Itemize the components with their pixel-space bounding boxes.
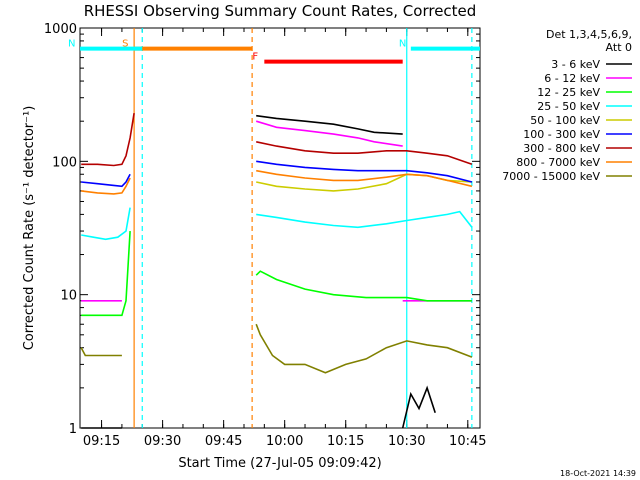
- y-tick-label: 10: [60, 289, 77, 304]
- series-line: [81, 207, 131, 241]
- y-tick-label: 1: [69, 422, 77, 437]
- legend-label: 100 - 300 keV: [523, 128, 600, 141]
- y-tick-label: 100: [52, 155, 77, 170]
- legend-label: 7000 - 15000 keV: [502, 170, 600, 183]
- legend-label: 6 - 12 keV: [544, 72, 600, 85]
- x-tick-label: 10:30: [388, 434, 425, 449]
- series-line: [256, 169, 473, 188]
- plot-area: 1 10 100 1000 09:15 09:30 09:45 10:00 10:15 10:30…: [44, 22, 487, 449]
- series-line: [256, 141, 473, 166]
- series-line: [255, 323, 473, 374]
- legend-label: 800 - 7000 keV: [516, 156, 600, 169]
- series-line: [255, 270, 472, 302]
- x-tick-label: 10:00: [266, 434, 303, 449]
- series-line: [255, 120, 403, 147]
- x-tick-label: 09:15: [83, 434, 120, 449]
- y-axis-label: Corrected Count Rate (s⁻¹ detector⁻¹): [22, 106, 37, 351]
- x-tick-label: 09:45: [205, 434, 242, 449]
- legend-label: 12 - 25 keV: [537, 86, 600, 99]
- series-line: [80, 347, 122, 357]
- x-tick-label: 10:45: [449, 434, 486, 449]
- annotation-label: S: [122, 39, 128, 50]
- legend-label: 50 - 100 keV: [530, 114, 600, 127]
- series-line: [81, 112, 135, 167]
- legend-title-line-1: Det 1,3,4,5,6,9,: [546, 28, 632, 41]
- plot-frame: [79, 27, 481, 429]
- legend-label: 25 - 50 keV: [537, 100, 600, 113]
- series-line: [256, 173, 472, 192]
- legend-label: 300 - 800 keV: [523, 142, 600, 155]
- legend-title-line-2: Att 0: [606, 41, 632, 54]
- series-line: [256, 114, 403, 135]
- x-tick-label: 10:15: [327, 434, 364, 449]
- footer-timestamp: 18-Oct-2021 14:39: [560, 469, 636, 478]
- annotation-label: F: [252, 52, 258, 63]
- x-axis-label: Start Time (27-Jul-05 09:09:42): [178, 456, 381, 471]
- x-tick-label: 09:30: [144, 434, 181, 449]
- annotation-label: N: [68, 39, 75, 50]
- series-line: [81, 177, 131, 195]
- series-line: [256, 210, 473, 229]
- series-line: [256, 160, 473, 183]
- legend-label: 3 - 6 keV: [551, 58, 600, 71]
- chart-title: RHESSI Observing Summary Count Rates, Co…: [84, 2, 477, 20]
- series-line: [401, 385, 436, 429]
- series-line: [81, 231, 131, 317]
- series-line: [81, 173, 131, 188]
- annotation-label: N: [399, 39, 406, 50]
- y-tick-label: 1000: [44, 22, 77, 37]
